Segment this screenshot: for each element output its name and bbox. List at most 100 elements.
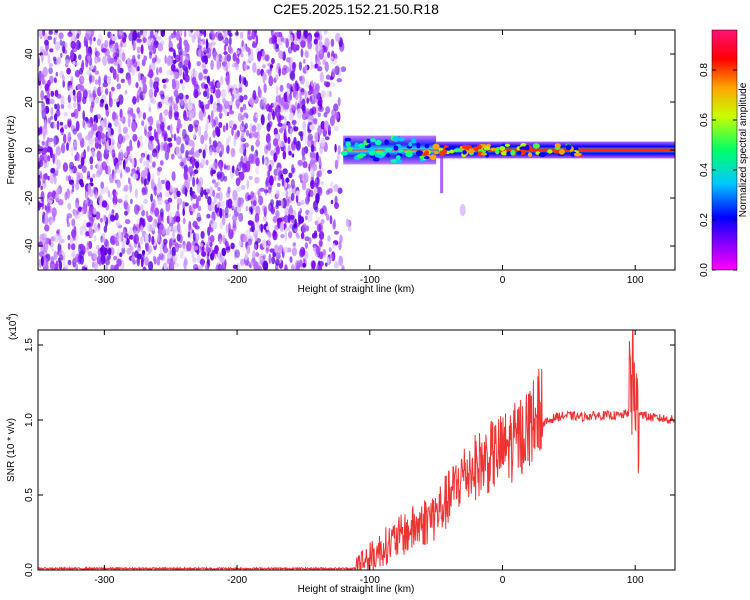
noise-blob: [111, 36, 118, 42]
noise-blob: [119, 52, 123, 60]
noise-blob: [114, 237, 118, 243]
noise-blob: [197, 205, 202, 212]
noise-blob: [55, 146, 62, 156]
noise-blob: [54, 41, 61, 51]
noise-blob: [147, 215, 153, 223]
noise-blob: [168, 212, 173, 224]
noise-blob: [241, 120, 244, 127]
noise-blob: [157, 42, 164, 52]
noise-blob: [160, 94, 165, 100]
noise-blob: [129, 182, 132, 193]
noise-blob: [50, 167, 56, 174]
noise-blob: [160, 238, 164, 249]
noise-blob: [234, 132, 239, 140]
noise-blob: [312, 88, 319, 98]
noise-blob: [337, 144, 341, 155]
noise-blob: [104, 88, 109, 95]
noise-blob: [236, 186, 242, 192]
noise-blob: [228, 100, 234, 106]
noise-blob: [198, 110, 204, 121]
noise-blob: [304, 136, 308, 145]
noise-blob: [151, 172, 155, 182]
noise-blob: [327, 169, 333, 174]
noise-blob: [45, 140, 48, 148]
noise-blob: [145, 210, 149, 219]
noise-blob: [315, 42, 319, 53]
noise-blob: [314, 177, 320, 186]
noise-blob: [324, 209, 328, 216]
noise-blob: [268, 164, 272, 172]
noise-blob: [336, 78, 342, 83]
noise-blob: [211, 201, 215, 212]
noise-blob: [248, 175, 253, 181]
noise-blob: [72, 257, 78, 263]
noise-blob: [111, 138, 115, 145]
noise-blob: [220, 89, 227, 99]
noise-blob: [179, 161, 184, 167]
band-blob: [480, 152, 487, 156]
noise-blob: [300, 40, 306, 48]
noise-blob: [290, 215, 295, 224]
noise-blob: [94, 136, 99, 143]
noise-blob: [50, 106, 54, 117]
noise-blob: [337, 152, 340, 163]
noise-blob: [141, 218, 146, 228]
noise-blob: [140, 176, 144, 183]
noise-blob: [150, 202, 155, 213]
noise-blob: [145, 177, 150, 185]
spectrogram-y-axis-label: Frequency (Hz): [6, 116, 17, 185]
noise-blob: [217, 186, 221, 192]
noise-blob: [101, 232, 106, 240]
noise-blob: [243, 112, 248, 118]
noise-blob: [208, 186, 214, 197]
noise-blob: [43, 154, 49, 163]
noise-blob: [228, 120, 234, 127]
noise-blob: [145, 124, 148, 130]
noise-blob: [172, 187, 178, 194]
noise-blob: [124, 218, 131, 225]
noise-blob: [291, 167, 296, 174]
noise-blob: [112, 68, 117, 80]
noise-blob: [60, 143, 66, 154]
noise-blob: [166, 257, 170, 265]
noise-blob: [212, 129, 216, 138]
noise-blob: [56, 120, 60, 131]
noise-blob: [322, 249, 326, 256]
noise-blob: [257, 265, 262, 270]
noise-blob: [158, 224, 164, 232]
noise-blob: [125, 133, 130, 140]
noise-blob: [285, 177, 290, 183]
noise-blob: [244, 252, 248, 261]
noise-blob: [257, 188, 261, 199]
noise-blob: [192, 176, 196, 187]
noise-blob: [193, 70, 198, 78]
noise-blob: [111, 149, 116, 158]
noise-blob: [112, 195, 118, 206]
noise-blob: [250, 145, 255, 152]
noise-blob: [324, 37, 330, 48]
noise-blob: [151, 57, 157, 64]
noise-blob: [203, 75, 208, 80]
noise-blob: [244, 154, 247, 164]
band-blob: [483, 146, 491, 151]
noise-blob: [104, 39, 109, 49]
noise-blob: [243, 234, 248, 243]
noise-blob: [156, 187, 161, 195]
colorbar-label: Normalized spectral amplitude: [738, 82, 749, 217]
noise-blob: [122, 36, 126, 43]
noise-blob: [66, 221, 70, 228]
noise-blob: [302, 161, 308, 169]
noise-blob: [144, 166, 148, 177]
noise-blob: [79, 178, 84, 186]
noise-blob: [134, 250, 139, 258]
noise-blob: [128, 32, 133, 42]
noise-blob: [267, 186, 272, 194]
noise-blob: [38, 30, 44, 38]
noise-blob: [268, 75, 274, 87]
noise-blob: [103, 74, 108, 81]
noise-blob: [270, 64, 274, 69]
noise-blob: [296, 108, 302, 119]
noise-blob: [235, 93, 241, 101]
noise-blob: [231, 93, 235, 102]
noise-blob: [94, 141, 99, 149]
